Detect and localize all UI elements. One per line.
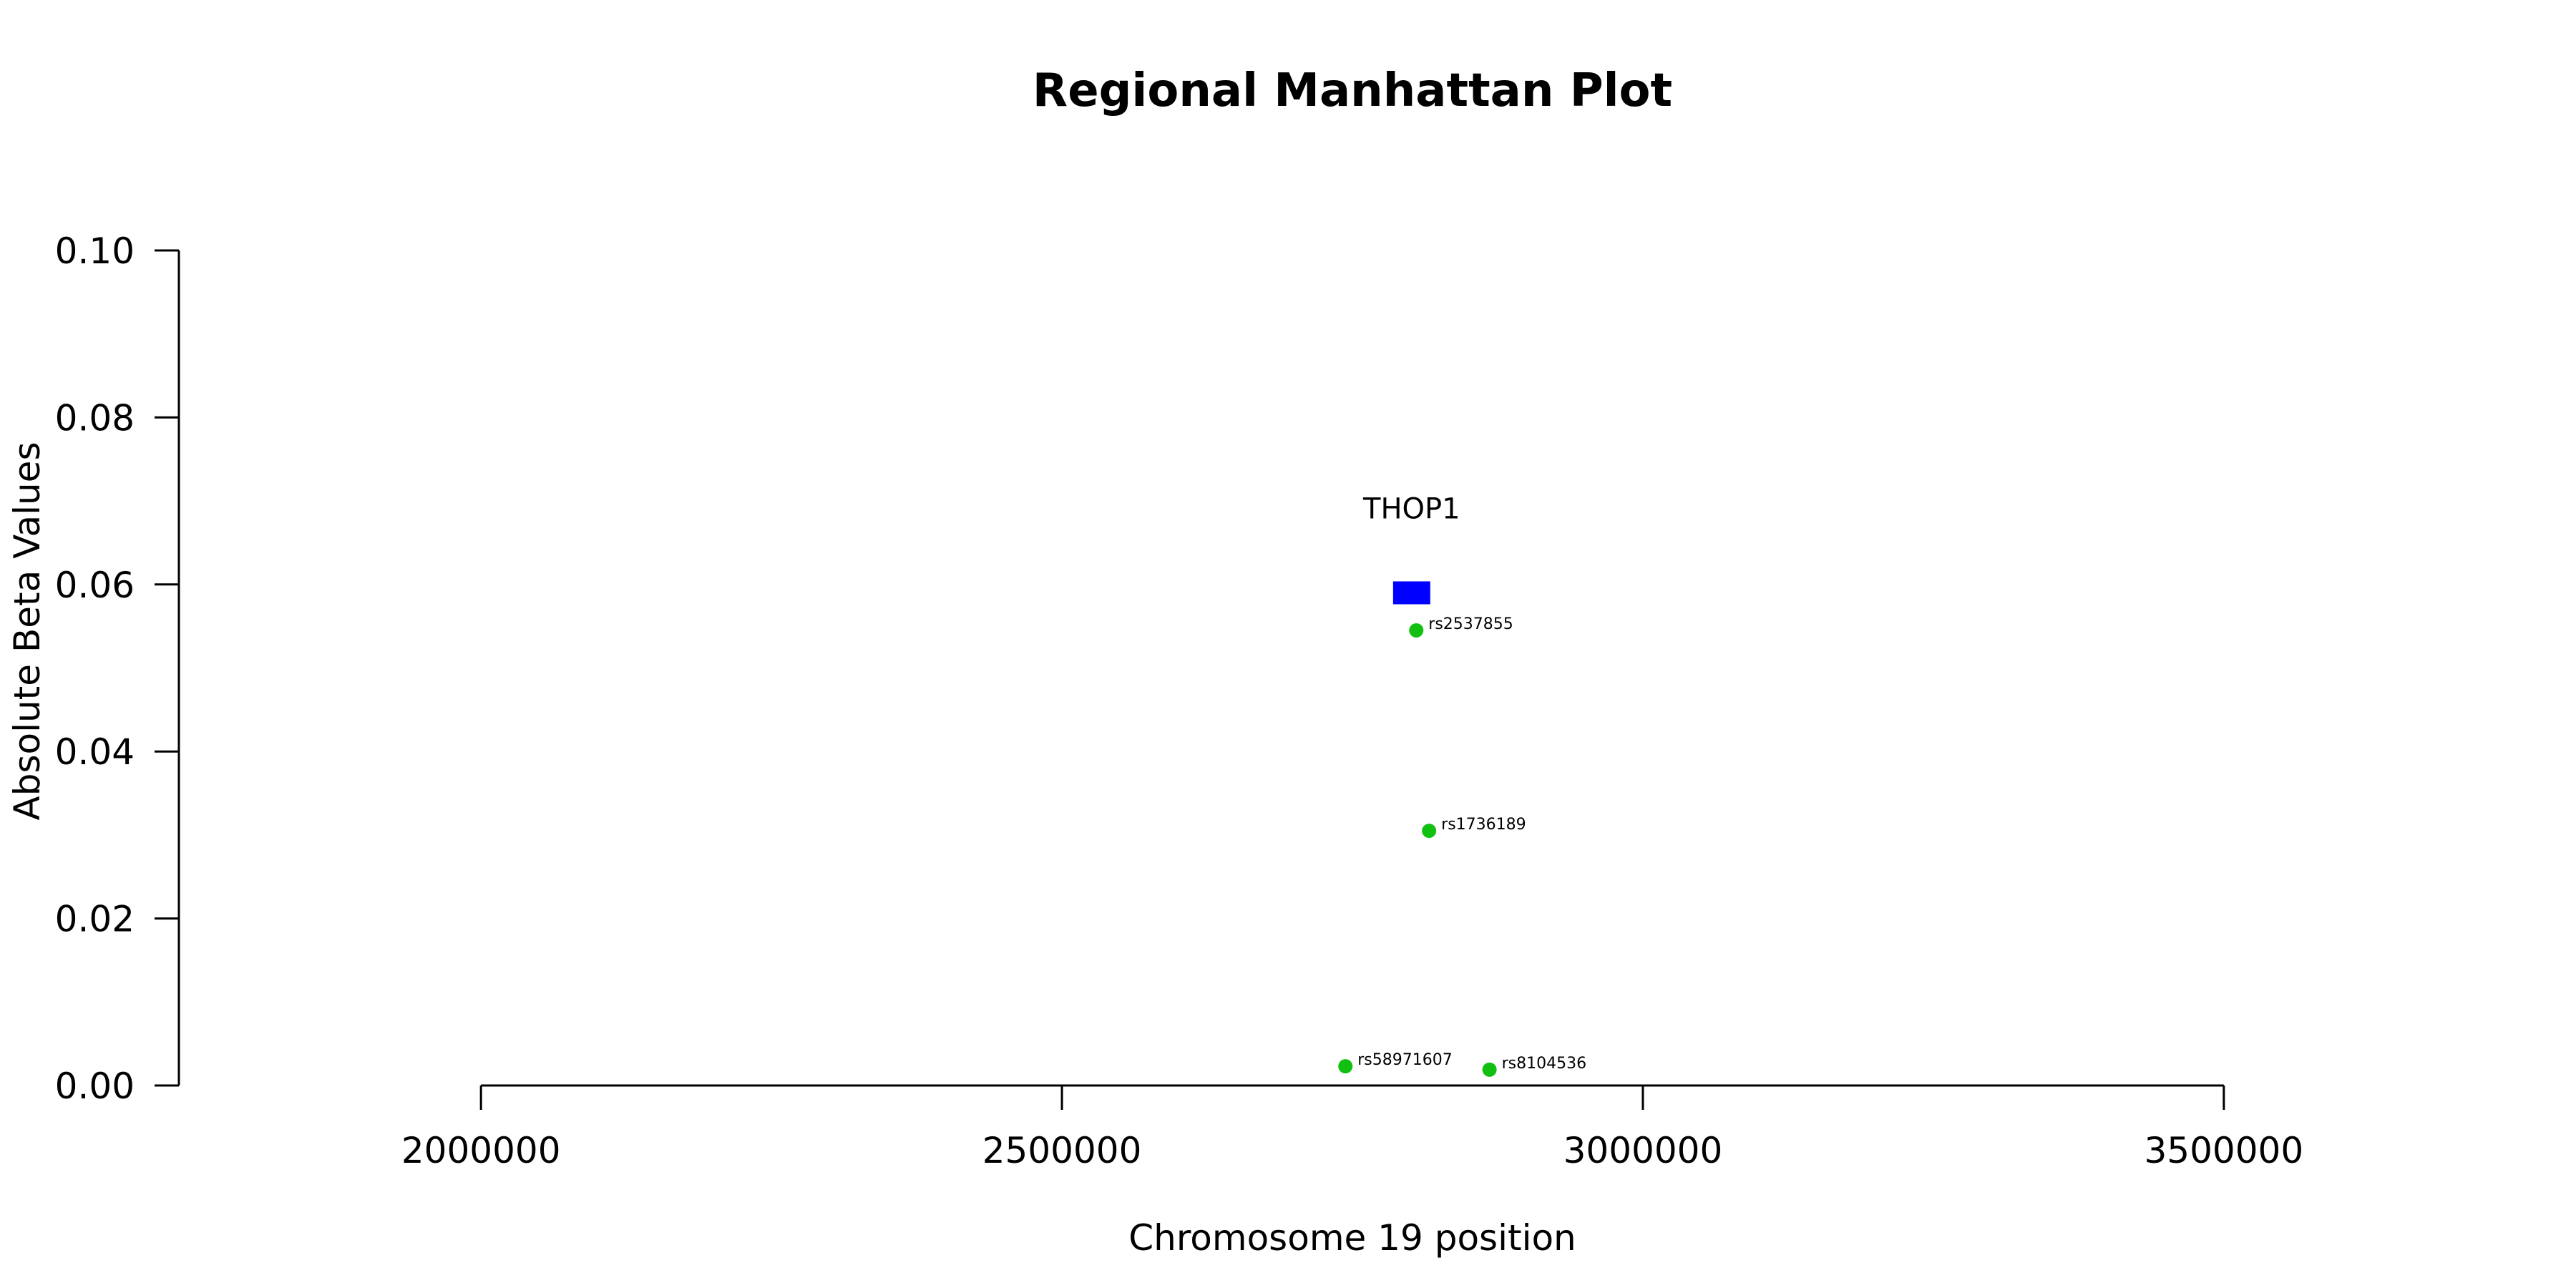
y-tick-label: 0.06: [55, 565, 135, 606]
x-axis: 2000000 2500000 3000000 3500000: [401, 1084, 2303, 1171]
chart-title: Regional Manhattan Plot: [1033, 64, 1672, 117]
y-tick-label: 0.08: [55, 397, 135, 439]
x-axis-label: Chromosome 19 position: [1128, 1217, 1576, 1259]
snp-points: rs2537855 rs1736189 rs58971607 rs8104536: [1338, 615, 1586, 1077]
snp-point: [1422, 824, 1437, 839]
y-axis: 0.00 0.02 0.04 0.06 0.08 0.10: [55, 230, 180, 1107]
y-tick-label: 0.00: [55, 1065, 135, 1107]
y-axis-label: Absolute Beta Values: [6, 442, 48, 821]
snp-label: rs8104536: [1502, 1055, 1587, 1073]
snp-label: rs58971607: [1357, 1051, 1452, 1069]
gene-box: [1392, 581, 1430, 605]
snp-point: [1338, 1059, 1353, 1074]
snp-label: rs1736189: [1441, 816, 1526, 834]
y-tick-label: 0.04: [55, 731, 135, 773]
x-tick-label: 3500000: [2144, 1130, 2303, 1171]
snp-label: rs2537855: [1428, 615, 1513, 633]
snp-point: [1482, 1062, 1497, 1077]
y-tick-label: 0.10: [55, 230, 135, 272]
x-tick-label: 3000000: [1563, 1130, 1723, 1171]
gene-track: THOP1: [1362, 492, 1460, 605]
x-tick-label: 2000000: [401, 1130, 561, 1171]
gene-label: THOP1: [1362, 492, 1460, 525]
y-tick-label: 0.02: [55, 899, 135, 940]
snp-point: [1409, 623, 1424, 638]
x-tick-label: 2500000: [982, 1130, 1142, 1171]
